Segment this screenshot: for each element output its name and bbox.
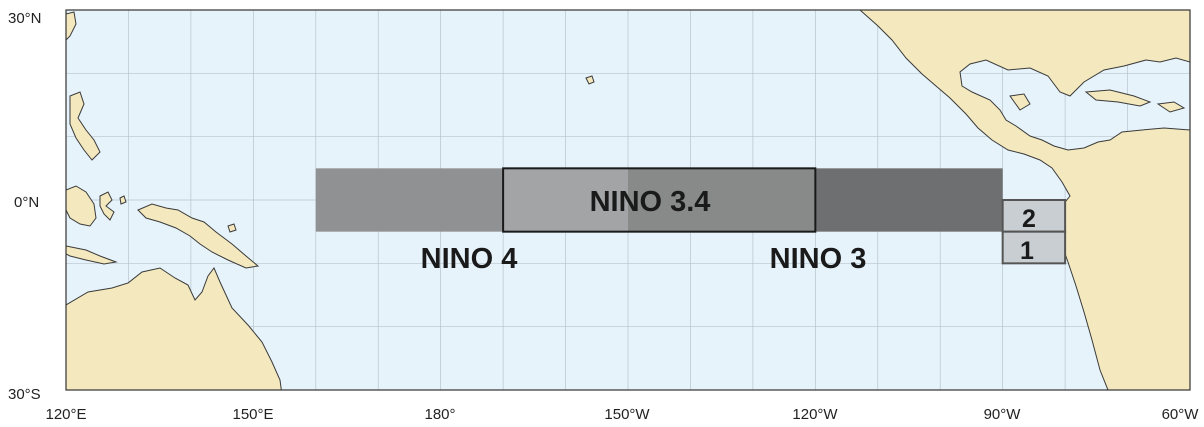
americas-north-landmass [859,10,1190,390]
yucatan-peninsula [1009,93,1031,111]
lat-label-30s: 30°S [8,386,41,403]
japan-islands [66,11,77,41]
pacific-island-b [227,223,237,233]
borneo-landmass [66,185,97,227]
lon-label-120e: 120°E [45,406,86,423]
nino4-region [315,168,628,232]
hawaii-island [585,75,595,85]
nino34-region-outline [502,167,817,233]
australia-landmass [66,267,282,390]
nino12-region-1 [1001,230,1067,265]
lon-label-120w: 120°W [792,406,838,423]
lon-label-150w: 150°W [604,406,650,423]
lat-label-0n: 0°N [14,194,39,211]
pacific-island-a [119,195,127,205]
lat-label-30n: 30°N [8,10,42,27]
cuba-island [1084,89,1152,107]
lon-label-60w: 60°W [1162,406,1200,423]
hispaniola-island [1156,101,1186,113]
map-frame [65,9,1191,391]
nino12-1-label: 1 [1020,237,1034,265]
philippines-landmass [69,91,101,161]
new-guinea-landmass [137,203,260,269]
nino-regions [315,167,1067,265]
lon-label-90w: 90°W [984,406,1022,423]
nino12-2-label: 2 [1022,205,1036,233]
nino4-label: NINO 4 [421,243,518,275]
lon-label-150e: 150°E [232,406,273,423]
nino12-region-2 [1001,199,1067,233]
land-masses [66,10,1190,390]
java-islands [66,245,118,265]
lon-label-180: 180° [424,406,455,423]
sulawesi-landmass [99,191,115,221]
nino34-label: NINO 3.4 [590,186,711,218]
nino3-label: NINO 3 [770,243,867,275]
